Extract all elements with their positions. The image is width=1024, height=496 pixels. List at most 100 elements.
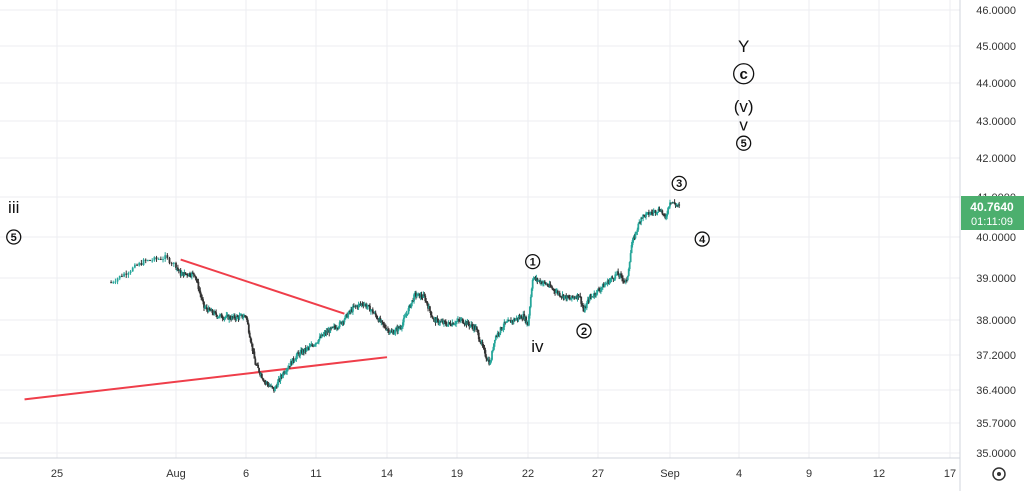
candle-body bbox=[159, 258, 162, 260]
candle-body bbox=[648, 213, 651, 215]
time-tick-label: Sep bbox=[660, 468, 680, 480]
candle-body bbox=[211, 309, 214, 313]
candle-body bbox=[151, 260, 154, 262]
candle-body bbox=[627, 268, 630, 276]
candle-body bbox=[653, 210, 656, 212]
candle-body bbox=[485, 356, 488, 359]
candle-body bbox=[647, 212, 649, 214]
candle-body bbox=[184, 272, 187, 274]
candle-body bbox=[414, 292, 416, 295]
candle-body bbox=[401, 326, 403, 329]
candle-body bbox=[516, 317, 519, 320]
candle-body bbox=[542, 281, 545, 284]
candle-body bbox=[371, 309, 374, 313]
candle-body bbox=[199, 290, 202, 295]
candle-body bbox=[252, 351, 255, 353]
candle-body bbox=[249, 337, 252, 342]
candle-body bbox=[599, 290, 601, 292]
wave-label: c bbox=[739, 66, 747, 83]
wave-label-ring bbox=[6, 229, 22, 245]
candle-body bbox=[632, 237, 635, 241]
candle-body bbox=[617, 271, 620, 276]
candle-body bbox=[596, 290, 598, 295]
candle-body bbox=[535, 278, 538, 280]
gear-icon[interactable] bbox=[992, 467, 1006, 481]
candle-body bbox=[639, 222, 642, 224]
candle-body bbox=[344, 315, 347, 320]
price-tick-label: 44.0000 bbox=[976, 78, 1016, 90]
candle-body bbox=[317, 339, 320, 343]
candle-body bbox=[213, 311, 216, 315]
price-axis[interactable]: 46.000045.000044.000043.000042.000041.00… bbox=[959, 0, 1016, 491]
candle-body bbox=[446, 324, 449, 327]
candle-body bbox=[471, 324, 474, 327]
candle-body bbox=[443, 321, 445, 324]
candle-body bbox=[522, 313, 525, 319]
candle-body bbox=[176, 267, 178, 269]
candle-body bbox=[670, 202, 672, 204]
candle-body bbox=[338, 322, 341, 327]
candle-body bbox=[411, 300, 414, 304]
candle-body bbox=[656, 211, 659, 213]
candle-body bbox=[612, 278, 615, 280]
wave-label: 3 bbox=[676, 178, 682, 190]
candle-body bbox=[419, 294, 422, 298]
candle-body bbox=[456, 320, 458, 322]
time-tick-label: 4 bbox=[736, 468, 742, 480]
candle-body bbox=[110, 282, 112, 284]
candle-body bbox=[517, 316, 520, 320]
candle-body bbox=[146, 260, 149, 262]
candle-body bbox=[555, 291, 557, 293]
candle-body bbox=[346, 313, 349, 318]
candle-body bbox=[512, 318, 515, 322]
wave-label-ring bbox=[671, 175, 687, 192]
candle-body bbox=[666, 213, 669, 217]
time-tick-label: 14 bbox=[381, 468, 393, 480]
candle-body bbox=[378, 318, 381, 322]
candle-body bbox=[299, 351, 302, 356]
price-tick-label: 42.0000 bbox=[976, 153, 1016, 165]
candle-body bbox=[233, 315, 236, 319]
candle-body bbox=[582, 304, 584, 309]
candle-body bbox=[296, 352, 299, 356]
time-axis[interactable]: 25 Aug 6 11 14 19 22 27 Sep 4 9 12 17 bbox=[0, 457, 960, 480]
candle-body bbox=[554, 290, 556, 293]
candle-body bbox=[511, 320, 513, 323]
candle-body bbox=[410, 303, 413, 308]
candle-body bbox=[403, 316, 406, 318]
candle-body bbox=[197, 281, 200, 290]
candle-body bbox=[387, 329, 389, 331]
candle-body bbox=[623, 280, 626, 282]
candle-body bbox=[663, 214, 666, 216]
wave-label: 1 bbox=[530, 256, 536, 268]
candle-body bbox=[472, 326, 474, 330]
candle-body bbox=[326, 331, 329, 333]
candle-body bbox=[645, 213, 647, 217]
candle-body bbox=[634, 232, 637, 239]
price-tick-label: 43.0000 bbox=[976, 116, 1016, 128]
time-tick-label: 9 bbox=[806, 468, 812, 480]
candle-body bbox=[264, 381, 267, 383]
candle-body bbox=[166, 255, 169, 258]
candle-body bbox=[581, 303, 584, 305]
candle-body bbox=[515, 317, 518, 320]
candle-body bbox=[399, 327, 401, 329]
settings-button[interactable] bbox=[992, 467, 1006, 481]
trendlines[interactable] bbox=[24, 258, 388, 401]
candle-body bbox=[221, 317, 224, 319]
candle-body bbox=[539, 280, 542, 284]
candle-body bbox=[576, 294, 579, 299]
candle-body bbox=[433, 318, 436, 320]
candle-body bbox=[536, 278, 539, 281]
candle-body bbox=[465, 321, 468, 325]
candle-body bbox=[434, 318, 437, 323]
candle-body bbox=[531, 279, 534, 289]
candle-body bbox=[463, 323, 466, 325]
candle-body bbox=[585, 303, 588, 309]
candle-body bbox=[579, 296, 582, 298]
candle-body bbox=[389, 331, 392, 333]
candle-body bbox=[598, 289, 600, 291]
candle-body bbox=[408, 305, 411, 309]
